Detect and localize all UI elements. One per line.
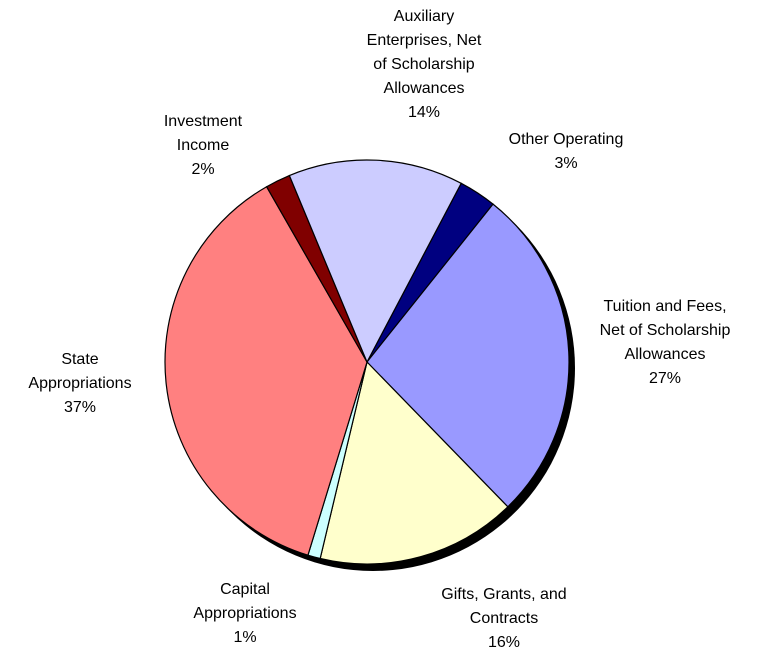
pie-slice (288, 159, 463, 364)
slice-label: State Appropriations 37% (20, 348, 140, 420)
pie-slice (319, 360, 509, 565)
value-label: 2% (191, 161, 215, 178)
value-label: 3% (554, 155, 578, 172)
pie-slice (164, 185, 368, 556)
slice-label: Capital Appropriations 1% (180, 578, 310, 650)
value-label: 16% (487, 634, 521, 651)
value-label: 14% (407, 104, 441, 121)
slice-label: Other Operating 3% (481, 128, 651, 176)
slice-label: Auxiliary Enterprises, Net of Scholarshi… (359, 5, 489, 125)
category-name: Capital Appropriations (193, 581, 297, 622)
slice-label: Investment Income 2% (158, 110, 248, 182)
category-name: Investment Income (163, 113, 243, 154)
category-name: Tuition and Fees, Net of Scholarship All… (599, 298, 731, 363)
category-name: Other Operating (508, 131, 624, 148)
slice-label: Gifts, Grants, and Contracts 16% (429, 583, 579, 655)
category-name: Gifts, Grants, and Contracts (441, 586, 567, 627)
category-name: State Appropriations (28, 351, 132, 392)
slice-label: Tuition and Fees, Net of Scholarship All… (590, 295, 740, 391)
value-label: 27% (648, 370, 682, 387)
value-label: 37% (63, 399, 97, 416)
category-name: Auxiliary Enterprises, Net of Scholarshi… (366, 8, 482, 97)
pie-slice (366, 203, 570, 508)
value-label: 1% (233, 629, 257, 646)
